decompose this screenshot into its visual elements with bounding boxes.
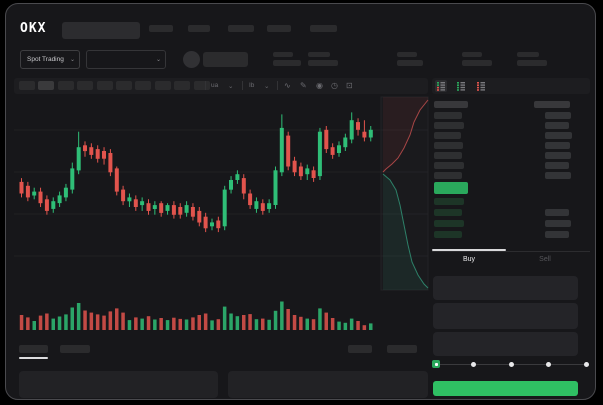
indicator-dropdown[interactable]: ua <box>211 82 219 89</box>
pair-selector[interactable]: ⌄ <box>86 50 166 69</box>
timeframe-button[interactable] <box>19 81 35 90</box>
bid-price[interactable] <box>434 209 462 216</box>
ask-amount[interactable] <box>545 152 571 159</box>
chevron-down-icon: ⌄ <box>69 57 75 63</box>
stat-label <box>462 52 482 57</box>
stat-value <box>517 60 547 66</box>
search-input[interactable] <box>62 22 140 39</box>
ask-price[interactable] <box>434 172 462 179</box>
bid-price[interactable] <box>434 231 462 238</box>
book-header-price <box>434 101 468 108</box>
active-tab-underline <box>19 357 48 359</box>
total-input[interactable] <box>433 332 578 356</box>
ask-price[interactable] <box>434 122 464 129</box>
nav-item[interactable] <box>228 25 254 32</box>
stat-label <box>397 52 417 57</box>
ask-amount[interactable] <box>545 112 571 119</box>
nav-item[interactable] <box>188 25 210 32</box>
stat-label <box>517 52 539 57</box>
app-window: OKX Spot Trading ⌄ ⌄ ua ⌄ Ib ⌄ ∿ ✎ ◉ ◷ ⊡… <box>5 3 596 400</box>
book-combined-icon[interactable] <box>435 80 447 92</box>
slider-stop[interactable] <box>546 362 551 367</box>
draw-pencil-icon[interactable]: ✎ <box>300 81 307 90</box>
timeframe-button[interactable] <box>135 81 152 90</box>
trade-tabs-divider <box>432 251 590 252</box>
buy-tab-underline <box>432 249 506 251</box>
bid-amount[interactable] <box>545 209 569 216</box>
market-type-label: Spot Trading <box>27 56 64 63</box>
orders-filter[interactable] <box>387 345 417 353</box>
ask-amount[interactable] <box>545 172 571 179</box>
interval-dropdown[interactable]: Ib <box>249 82 255 89</box>
buy-submit-button[interactable] <box>433 381 578 396</box>
bid-price[interactable] <box>434 220 464 227</box>
stat-value <box>397 60 423 66</box>
orderbook-toolbar <box>432 78 590 94</box>
stat-label <box>273 52 293 57</box>
line-chart-icon[interactable]: ∿ <box>284 81 291 90</box>
chevron-down-icon: ⌄ <box>155 57 161 63</box>
last-price-badge[interactable] <box>434 182 468 194</box>
slider-stop[interactable] <box>471 362 476 367</box>
bid-amount[interactable] <box>545 231 569 238</box>
timeframe-button[interactable] <box>38 81 55 90</box>
ask-amount[interactable] <box>545 122 569 129</box>
ask-amount[interactable] <box>545 142 570 149</box>
market-type-selector[interactable]: Spot Trading ⌄ <box>20 50 80 69</box>
stat-value <box>273 60 301 66</box>
ask-amount[interactable] <box>545 132 572 139</box>
slider-stop[interactable] <box>583 362 589 367</box>
ask-price[interactable] <box>434 152 462 159</box>
stat-label <box>308 52 330 57</box>
tab-sell[interactable]: Sell <box>539 256 551 263</box>
ask-amount[interactable] <box>545 162 569 169</box>
bid-amount[interactable] <box>545 220 571 227</box>
timeframe-button[interactable] <box>116 81 132 90</box>
price-input[interactable] <box>433 276 578 300</box>
timeframe-button[interactable] <box>193 81 210 90</box>
orders-tab[interactable] <box>19 345 48 353</box>
token-avatar[interactable] <box>183 51 200 68</box>
nav-item[interactable] <box>267 25 291 32</box>
screenshot-camera-icon[interactable]: ◉ <box>316 81 323 90</box>
orders-panel-right <box>228 371 428 398</box>
slider-handle[interactable] <box>432 360 440 368</box>
pair-name-button[interactable] <box>203 52 248 67</box>
timeframe-button[interactable] <box>57 81 74 90</box>
timeframe-button[interactable] <box>77 81 94 90</box>
nav-item[interactable] <box>149 25 173 32</box>
toolbar-divider <box>205 81 206 90</box>
ask-price[interactable] <box>434 132 461 139</box>
stat-value <box>308 60 338 66</box>
slider-stop[interactable] <box>508 362 514 367</box>
book-bids-icon[interactable] <box>455 80 467 92</box>
tab-buy[interactable]: Buy <box>462 256 476 263</box>
fullscreen-expand-icon[interactable]: ⊡ <box>346 81 353 90</box>
timeframe-button[interactable] <box>174 81 191 90</box>
toolbar-divider <box>242 81 243 90</box>
bid-price[interactable] <box>434 198 464 205</box>
orders-panel-left <box>19 371 218 398</box>
chevron-down-icon[interactable]: ⌄ <box>228 83 234 90</box>
ask-price[interactable] <box>434 112 462 119</box>
ask-price[interactable] <box>434 142 463 149</box>
orders-filter[interactable] <box>348 345 372 353</box>
okx-logo[interactable]: OKX <box>20 21 47 36</box>
ask-price[interactable] <box>434 162 464 169</box>
stat-value <box>462 60 492 66</box>
orders-tab[interactable] <box>60 345 90 353</box>
amount-input[interactable] <box>433 303 578 329</box>
toolbar-divider <box>277 81 278 90</box>
book-header-amount <box>534 101 570 108</box>
book-asks-icon[interactable] <box>475 80 487 92</box>
nav-item[interactable] <box>310 25 337 32</box>
timeframe-button[interactable] <box>96 81 113 90</box>
history-clock-icon[interactable]: ◷ <box>331 81 338 90</box>
timeframe-button[interactable] <box>154 81 171 90</box>
chevron-down-icon[interactable]: ⌄ <box>264 83 270 90</box>
